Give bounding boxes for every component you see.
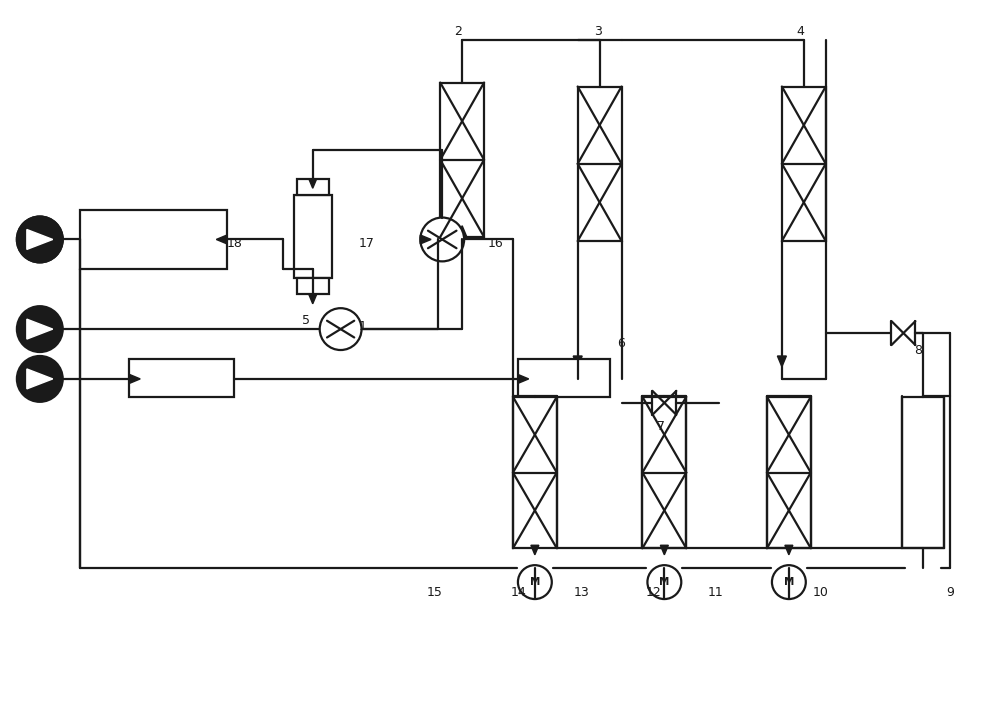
Text: 12: 12 bbox=[645, 586, 661, 599]
Bar bbox=[297, 179, 329, 196]
Circle shape bbox=[320, 308, 362, 350]
Polygon shape bbox=[785, 545, 793, 555]
Text: 16: 16 bbox=[488, 237, 504, 250]
Polygon shape bbox=[309, 294, 317, 304]
Circle shape bbox=[518, 565, 552, 599]
Polygon shape bbox=[27, 369, 53, 389]
Circle shape bbox=[17, 356, 63, 402]
Circle shape bbox=[17, 217, 63, 262]
Text: M: M bbox=[784, 577, 794, 587]
Text: 18: 18 bbox=[227, 237, 243, 250]
Text: 13: 13 bbox=[574, 586, 589, 599]
Circle shape bbox=[17, 217, 63, 262]
Text: 4: 4 bbox=[797, 26, 805, 38]
Text: 14: 14 bbox=[511, 586, 527, 599]
Text: 8: 8 bbox=[914, 344, 922, 357]
Text: 7: 7 bbox=[657, 419, 665, 433]
Circle shape bbox=[17, 306, 63, 352]
Polygon shape bbox=[458, 225, 467, 237]
Polygon shape bbox=[531, 545, 539, 555]
Bar bbox=[440, 82, 484, 237]
Circle shape bbox=[647, 565, 681, 599]
Text: 2: 2 bbox=[454, 26, 462, 38]
Polygon shape bbox=[27, 230, 53, 250]
Bar bbox=[578, 87, 622, 241]
Bar bbox=[902, 397, 944, 548]
Text: 11: 11 bbox=[707, 586, 723, 599]
Polygon shape bbox=[777, 356, 786, 367]
Polygon shape bbox=[420, 235, 431, 244]
Bar bbox=[294, 196, 332, 278]
Text: M: M bbox=[659, 577, 670, 587]
Text: 3: 3 bbox=[594, 26, 602, 38]
Bar bbox=[642, 397, 686, 548]
Circle shape bbox=[420, 218, 464, 262]
Text: 15: 15 bbox=[426, 586, 442, 599]
Polygon shape bbox=[573, 356, 582, 367]
Bar bbox=[513, 397, 557, 548]
Text: 6: 6 bbox=[618, 337, 625, 350]
Text: 10: 10 bbox=[813, 586, 829, 599]
Polygon shape bbox=[216, 235, 227, 244]
Bar bbox=[297, 278, 329, 294]
Text: 17: 17 bbox=[359, 237, 374, 250]
Polygon shape bbox=[309, 178, 317, 188]
Bar bbox=[518, 359, 610, 397]
Polygon shape bbox=[660, 545, 668, 555]
Polygon shape bbox=[129, 375, 140, 383]
Bar bbox=[129, 359, 234, 397]
Bar bbox=[767, 397, 811, 548]
Polygon shape bbox=[27, 230, 53, 250]
Polygon shape bbox=[518, 375, 529, 383]
Text: 5: 5 bbox=[302, 314, 310, 327]
Text: 9: 9 bbox=[946, 586, 954, 599]
Bar bbox=[80, 210, 227, 269]
Circle shape bbox=[772, 565, 806, 599]
Bar bbox=[782, 87, 826, 241]
Polygon shape bbox=[27, 319, 53, 339]
Text: 1: 1 bbox=[359, 320, 366, 333]
Text: M: M bbox=[530, 577, 540, 587]
